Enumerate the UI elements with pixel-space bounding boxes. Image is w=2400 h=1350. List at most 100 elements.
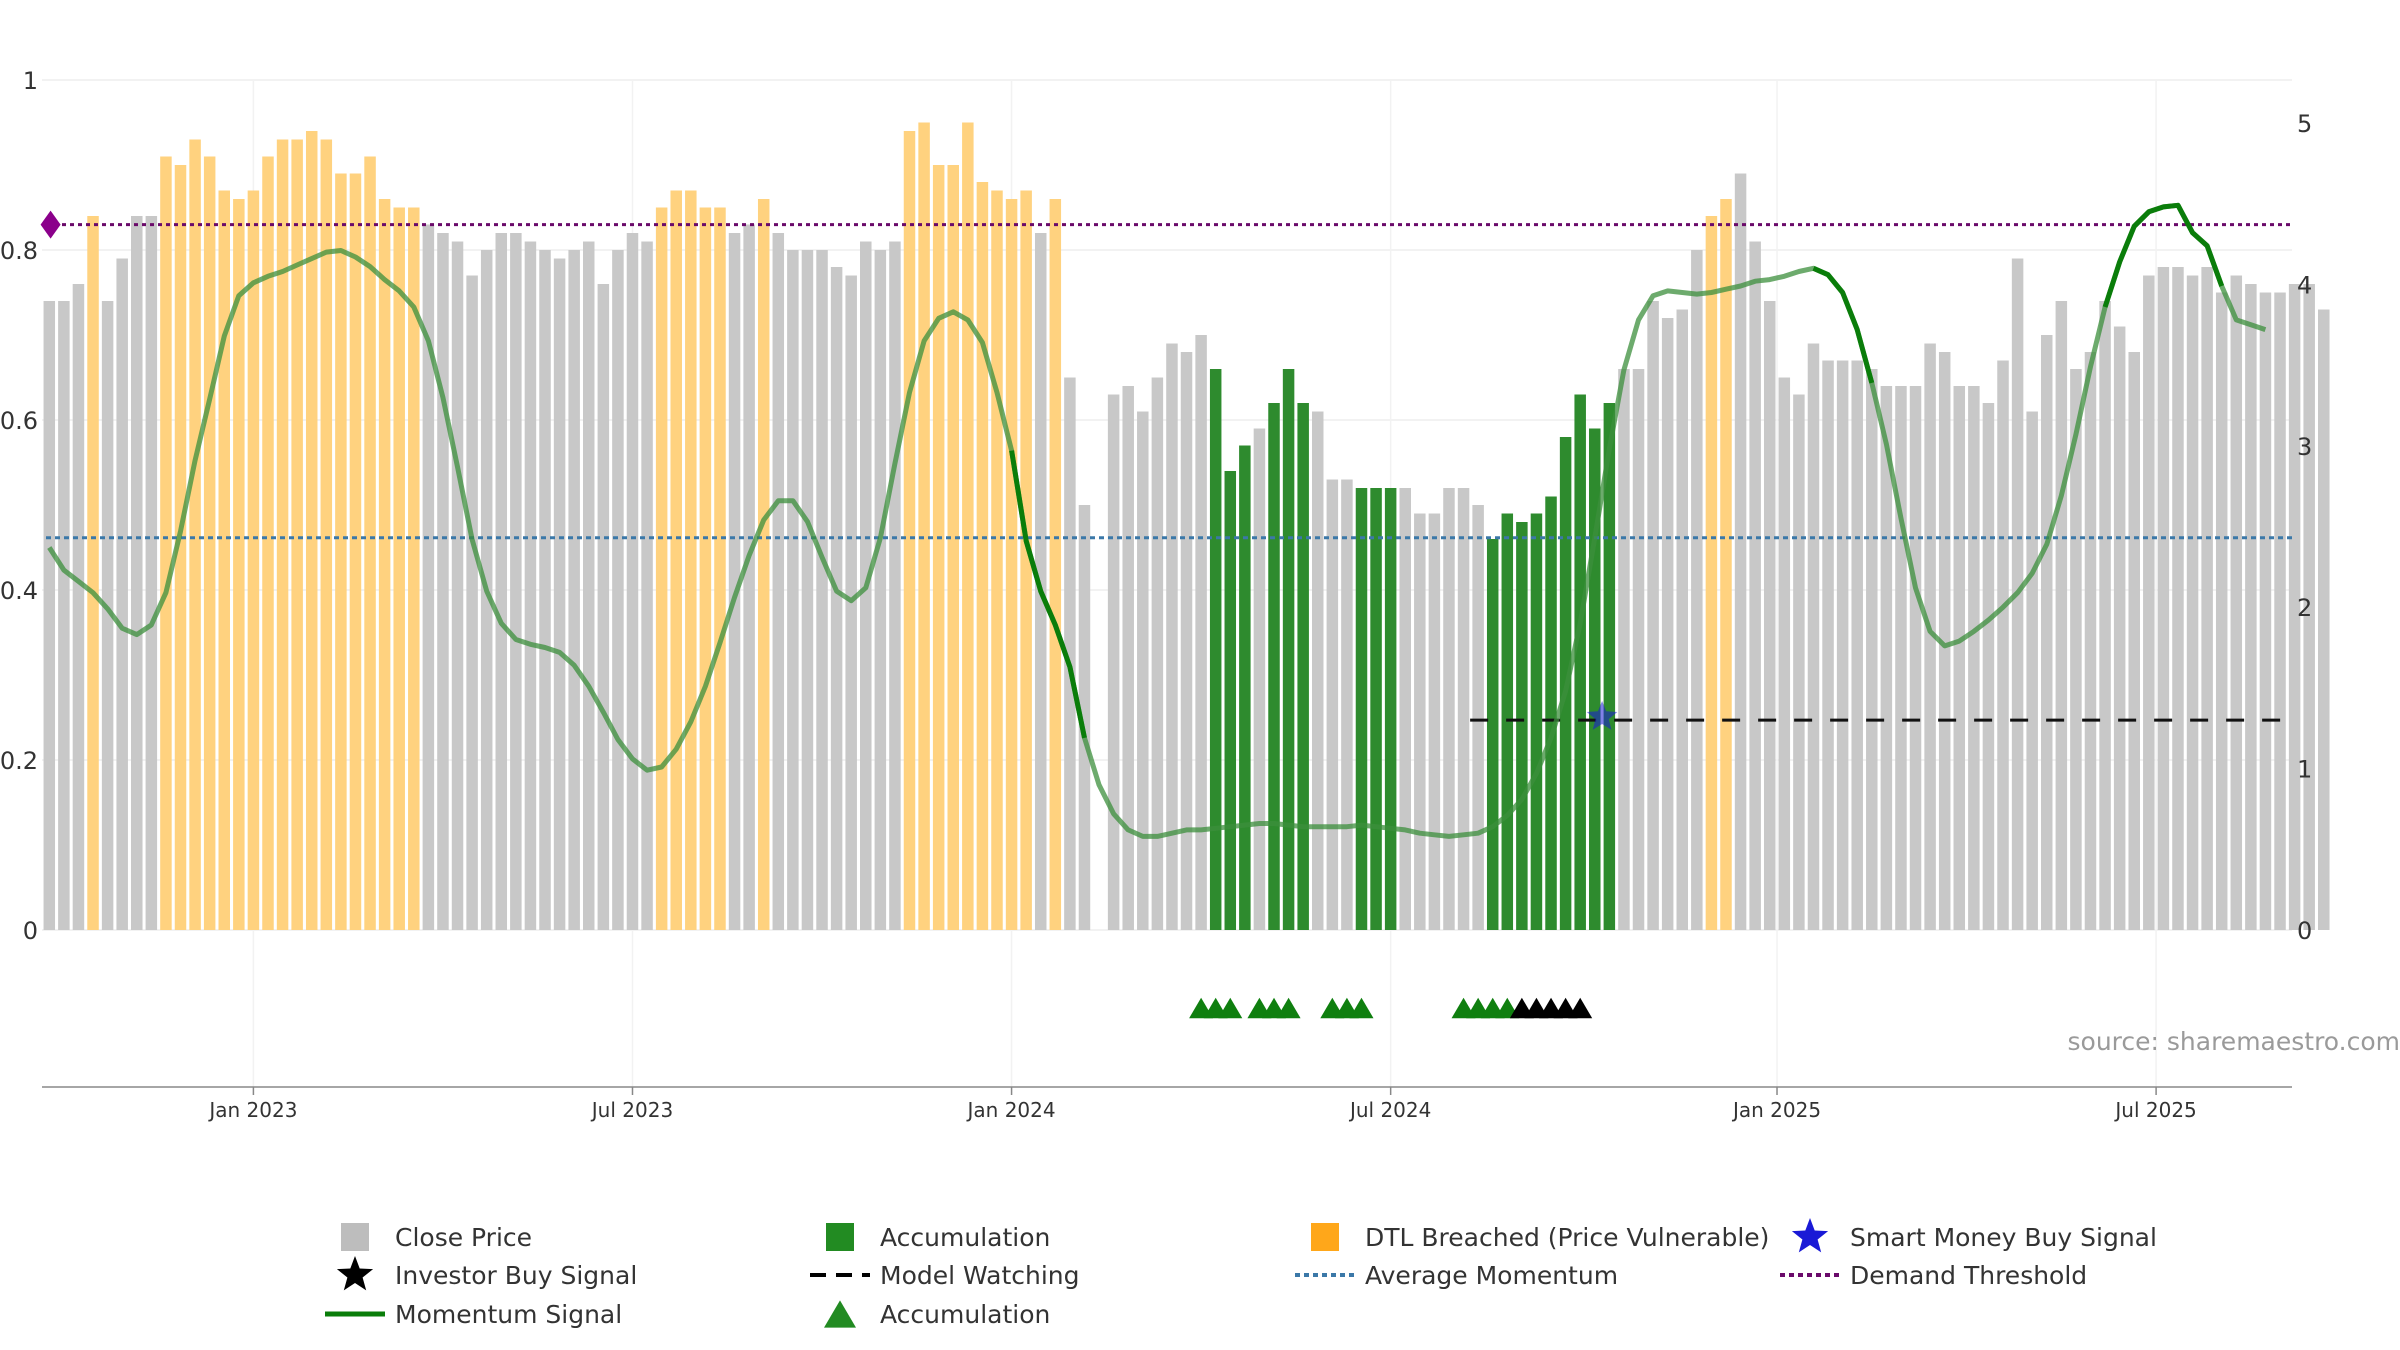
right-axis-tick-label: 1 xyxy=(2297,756,2312,784)
accumulation-triangle xyxy=(1349,997,1374,1019)
bar-layer xyxy=(43,122,2330,930)
close-price-bar xyxy=(539,250,551,930)
close-price-bar xyxy=(145,216,158,930)
dtl-breached-bar xyxy=(203,156,216,930)
legend-label: Demand Threshold xyxy=(1850,1261,2087,1290)
close-price-bar xyxy=(1647,301,1659,930)
close-price-bar xyxy=(524,241,537,930)
dtl-breached-bar xyxy=(87,216,99,930)
close-price-bar xyxy=(2099,301,2111,930)
dtl-breached-bar xyxy=(699,207,712,930)
accumulation-triangle xyxy=(1218,997,1243,1019)
dtl-breached-bar xyxy=(174,165,187,930)
accumulation-bar xyxy=(1297,403,1309,930)
close-price-bar xyxy=(451,241,464,930)
accumulation-bar xyxy=(1384,488,1397,930)
legend-label: Investor Buy Signal xyxy=(395,1261,637,1290)
dtl-breached-bar xyxy=(1005,199,1018,930)
close-price-bar xyxy=(1909,386,1922,930)
close-price-bar xyxy=(728,233,741,930)
close-price-bar xyxy=(1034,233,1047,930)
close-price-bar xyxy=(1997,360,2009,930)
accumulation-bar xyxy=(1239,445,1251,930)
line-layer xyxy=(40,202,2292,839)
dtl-breached-bar xyxy=(976,182,989,930)
legend-item: Smart Money Buy Signal xyxy=(1791,1218,2157,1253)
dtl-breached-bar xyxy=(714,207,726,930)
close-price-bar xyxy=(2259,292,2272,930)
close-price-bar xyxy=(2303,284,2315,930)
accumulation-bar xyxy=(1355,488,1368,930)
close-price-bar xyxy=(1880,386,1893,930)
close-price-bar xyxy=(1166,343,1178,930)
dtl-breached-bar xyxy=(364,156,376,930)
close-price-bar xyxy=(1822,360,1834,930)
left-axis-tick-label: 0.6 xyxy=(0,407,38,435)
x-axis-tick-label: Jul 2024 xyxy=(1348,1098,1431,1122)
close-price-bar xyxy=(1749,241,1761,930)
close-price-bar xyxy=(1895,386,1907,930)
close-price-bar xyxy=(2128,352,2140,930)
close-price-bar xyxy=(553,258,566,930)
close-price-bar xyxy=(43,301,56,930)
close-price-bar xyxy=(1326,479,1339,930)
legend-item: Accumulation xyxy=(826,1223,1050,1252)
left-axis-tick-label: 0.8 xyxy=(0,237,38,265)
close-price-bar xyxy=(1924,343,1936,930)
legend-item: Close Price xyxy=(341,1223,532,1252)
legend-star-icon xyxy=(336,1256,374,1291)
close-price-bar xyxy=(1793,394,1805,930)
legend-square-icon xyxy=(341,1223,369,1251)
momentum-signal-highlight xyxy=(2102,202,2225,308)
dtl-breached-bar xyxy=(918,122,930,930)
legend-label: DTL Breached (Price Vulnerable) xyxy=(1365,1223,1769,1252)
dtl-breached-bar xyxy=(335,173,347,930)
close-price-bar xyxy=(116,258,128,930)
close-price-bar xyxy=(1691,250,1703,930)
legend: Close Price Accumulation DTL Breached (Pri… xyxy=(325,1218,2157,1329)
accumulation-bar xyxy=(1603,403,1616,930)
close-price-bar xyxy=(641,241,653,930)
close-price-bar xyxy=(1428,513,1441,930)
legend-item: Momentum Signal xyxy=(325,1300,622,1329)
smart-money-buy-signal xyxy=(1586,701,1618,730)
legend-square-icon xyxy=(1311,1223,1339,1251)
legend-item: Accumulation xyxy=(824,1300,1050,1329)
close-price-bar xyxy=(2201,267,2213,930)
close-price-bar xyxy=(583,241,595,930)
close-price-bar xyxy=(612,250,624,930)
accumulation-bar xyxy=(1589,428,1601,930)
close-price-bar xyxy=(874,250,887,930)
close-price-bar xyxy=(1953,386,1966,930)
right-axis-tick-label: 4 xyxy=(2297,271,2312,299)
close-price-bar xyxy=(2186,275,2199,930)
legend-item: Investor Buy Signal xyxy=(336,1256,637,1291)
legend-star-icon xyxy=(1791,1218,1829,1253)
close-price-bar xyxy=(1938,352,1951,930)
close-price-bar xyxy=(889,241,901,930)
close-price-bar xyxy=(101,301,114,930)
dtl-breached-bar xyxy=(378,199,391,930)
close-price-bar xyxy=(72,284,85,930)
close-price-bar xyxy=(1137,411,1149,930)
close-price-bar xyxy=(743,224,755,930)
dtl-breached-bar xyxy=(947,165,959,930)
close-price-bar xyxy=(2215,292,2228,930)
accumulation-triangle xyxy=(1276,997,1301,1019)
source-label: source: sharemaestro.com xyxy=(2068,1027,2400,1056)
right-axis-tick-label: 5 xyxy=(2297,110,2312,138)
close-price-bar xyxy=(1866,369,1878,930)
marker-layer xyxy=(1189,701,1618,1019)
accumulation-bar xyxy=(1501,513,1514,930)
close-price-bar xyxy=(787,250,799,930)
close-price-bar xyxy=(2157,267,2170,930)
accumulation-bar xyxy=(1370,488,1382,930)
dtl-breached-bar xyxy=(1720,199,1732,930)
close-price-bar xyxy=(1763,301,1776,930)
accumulation-bar xyxy=(1268,403,1280,930)
legend-label: Accumulation xyxy=(880,1223,1050,1252)
accumulation-bar xyxy=(1516,522,1528,930)
accumulation-bar xyxy=(1209,369,1222,930)
dtl-breached-bar xyxy=(218,190,230,930)
legend-item: Average Momentum xyxy=(1295,1261,1618,1290)
